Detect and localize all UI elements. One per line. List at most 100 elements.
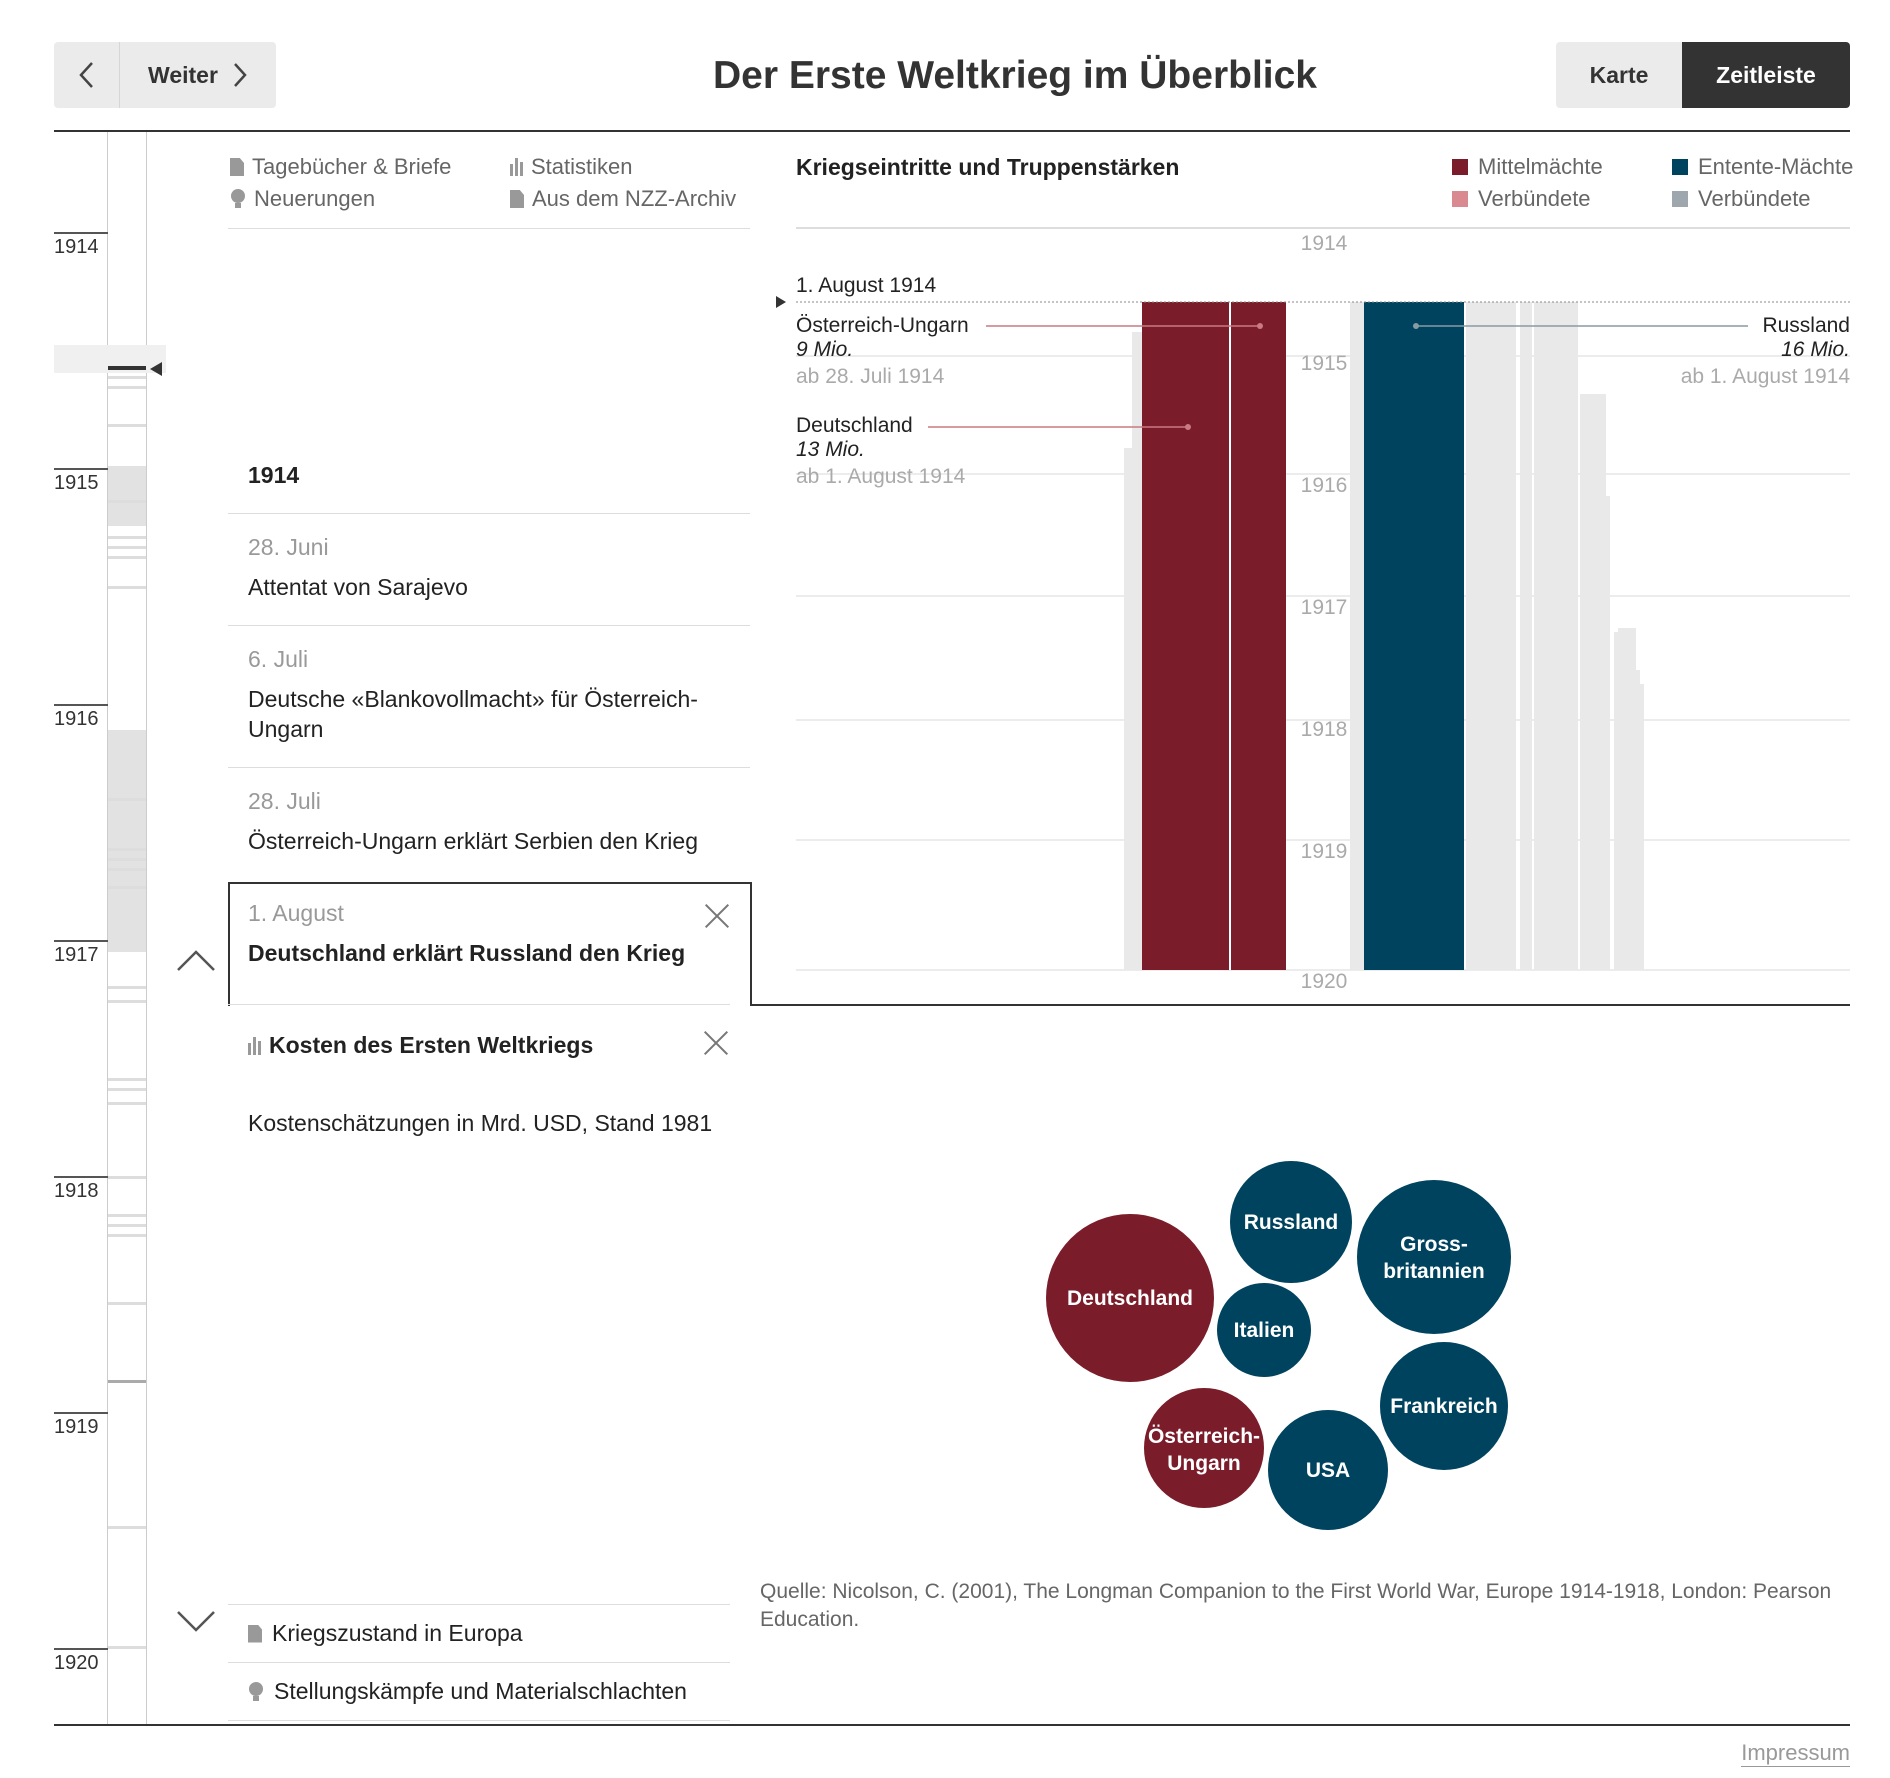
timeline-event-tick[interactable]	[108, 1646, 146, 1649]
timeline-year-1917[interactable]: 1917	[54, 940, 108, 967]
annotation-value: 16 Mio.	[1781, 338, 1850, 361]
timeline-event-tick[interactable]	[108, 1000, 146, 1003]
divider	[228, 1662, 730, 1663]
list-item-next[interactable]: Stellungskämpfe und Materialschlachten	[248, 1678, 687, 1705]
filter-diaries[interactable]: Tagebücher & Briefe	[230, 154, 451, 180]
timeline-event-tick[interactable]	[108, 586, 146, 589]
tab-karte[interactable]: Karte	[1556, 42, 1682, 108]
bubble-grossbritannien	[1357, 1180, 1511, 1334]
filter-stats[interactable]: Statistiken	[510, 154, 633, 180]
annotation-name: Österreich-Ungarn	[796, 314, 969, 337]
event-date: 6. Juli	[248, 646, 309, 672]
tab-zeitleiste[interactable]: Zeitleiste	[1682, 42, 1850, 108]
bubble-usa	[1268, 1410, 1388, 1530]
axis-year-label: 1916	[1301, 474, 1348, 497]
cost-bubble-chart: Deutschland Österreich- Ungarn Russland …	[1046, 1161, 1511, 1530]
timeline-event-tick[interactable]	[108, 1088, 146, 1091]
timeline-event-tick[interactable]	[108, 798, 146, 801]
bubble-label: britannien	[1383, 1260, 1485, 1283]
impressum-link[interactable]: Impressum	[1741, 1740, 1850, 1767]
timeline-event-tick[interactable]	[108, 1224, 146, 1227]
timeline-event-tick[interactable]	[108, 1102, 146, 1105]
next-button[interactable]: Weiter	[120, 42, 276, 108]
list-item-next[interactable]: Kriegszustand in Europa	[248, 1620, 523, 1647]
event-title[interactable]: Deutsche «Blankovollmacht» für Österreic…	[248, 686, 698, 742]
timeline-year-1916[interactable]: 1916	[54, 704, 108, 731]
timeline-event-tick[interactable]	[108, 376, 146, 379]
timeline-navigation: Weiter	[54, 42, 276, 108]
timeline-event-tick[interactable]	[108, 986, 146, 989]
view-toggle: Karte Zeitleiste	[1556, 42, 1850, 108]
ally-bar	[1466, 302, 1516, 970]
filter-innovations[interactable]: Neuerungen	[230, 186, 375, 212]
bar-chart-icon	[248, 1036, 261, 1055]
scroll-up-icon[interactable]	[176, 940, 216, 980]
close-event-button[interactable]	[704, 903, 730, 929]
ally-bar	[1614, 632, 1618, 970]
stat-panel-heading: Kosten des Ersten Weltkriegs	[248, 1032, 593, 1059]
timeline-event-tick[interactable]	[108, 424, 146, 427]
timeline-year-1920[interactable]: 1920	[54, 1648, 108, 1675]
timeline-current-tick	[108, 366, 146, 370]
current-date-label: 1. August 1914	[796, 274, 936, 297]
ally-bar	[1618, 628, 1636, 970]
bar-russland	[1364, 302, 1464, 970]
timeline-event-tick[interactable]	[108, 386, 146, 389]
timeline-year-1914[interactable]: 1914	[54, 232, 108, 259]
active-event-title: Deutschland erklärt Russland den Krieg	[248, 940, 686, 966]
divider	[228, 625, 750, 626]
legend-label: Mittelmächte	[1478, 154, 1603, 179]
divider	[228, 767, 750, 768]
axis-year-label: 1915	[1301, 352, 1348, 375]
legend-label: Verbündete	[1478, 186, 1591, 211]
ally-bar	[1132, 332, 1142, 970]
timeline-event-tick[interactable]	[108, 1176, 146, 1179]
event-title[interactable]: Österreich-Ungarn erklärt Serbien den Kr…	[248, 828, 698, 854]
timeline-event-tick[interactable]	[108, 1078, 146, 1081]
axis-year-label: 1920	[1301, 970, 1348, 993]
legend-label: Entente-Mächte	[1698, 154, 1854, 179]
bubble-label: Gross-	[1400, 1233, 1468, 1256]
legend-swatch	[1452, 191, 1468, 207]
timeline-event-tick[interactable]	[108, 868, 146, 871]
timeline-event-tick[interactable]	[108, 848, 146, 851]
timeline-event-tick[interactable]	[108, 1214, 146, 1217]
timeline-event-tick[interactable]	[108, 536, 146, 539]
timeline-event-tick[interactable]	[108, 1380, 146, 1383]
source-note: Quelle: Nicolson, C. (2001), The Longman…	[760, 1580, 1832, 1631]
timeline-event-tick[interactable]	[108, 858, 146, 861]
next-label: Weiter	[148, 61, 218, 88]
previous-button[interactable]	[54, 42, 120, 108]
timeline-year-1915[interactable]: 1915	[54, 468, 108, 495]
timeline-event-tick[interactable]	[108, 1526, 146, 1529]
ally-bar	[1536, 302, 1576, 970]
timeline-event-tick[interactable]	[108, 556, 146, 559]
annotation-since: ab 1. August 1914	[796, 465, 966, 488]
timeline-event-tick[interactable]	[108, 500, 146, 503]
list-item-label: Stellungskämpfe und Materialschlachten	[274, 1678, 687, 1704]
bubble-frankreich	[1380, 1342, 1508, 1470]
event-title[interactable]: Attentat von Sarajevo	[248, 574, 468, 600]
ally-bar	[1520, 302, 1532, 970]
filter-archive[interactable]: Aus dem NZZ-Archiv	[510, 186, 736, 212]
timeline-strip[interactable]	[107, 132, 147, 1724]
timeline-event-tick[interactable]	[108, 1234, 146, 1237]
legend-label: Verbündete	[1698, 186, 1811, 211]
scroll-down-icon[interactable]	[176, 1600, 216, 1640]
close-stat-button[interactable]	[703, 1030, 729, 1056]
axis-year-label: 1914	[1301, 232, 1348, 255]
legend-swatch	[1452, 159, 1468, 175]
timeline-year-1918[interactable]: 1918	[54, 1176, 108, 1203]
timeline-position-marker	[150, 362, 162, 376]
ally-bar	[1124, 448, 1132, 970]
annotation-since: ab 1. August 1914	[1681, 365, 1850, 388]
timeline-event-tick[interactable]	[108, 546, 146, 549]
chart-title: Kriegseintritte und Truppenstärken	[796, 154, 1180, 180]
divider	[228, 1004, 730, 1005]
legend-central: Mittelmächte	[1452, 154, 1603, 180]
bubble-label: Russland	[1244, 1211, 1339, 1234]
timeline-event-tick[interactable]	[108, 886, 146, 889]
timeline-year-1919[interactable]: 1919	[54, 1412, 108, 1439]
timeline-event-tick[interactable]	[108, 1302, 146, 1305]
bubble-label: Italien	[1234, 1319, 1295, 1342]
